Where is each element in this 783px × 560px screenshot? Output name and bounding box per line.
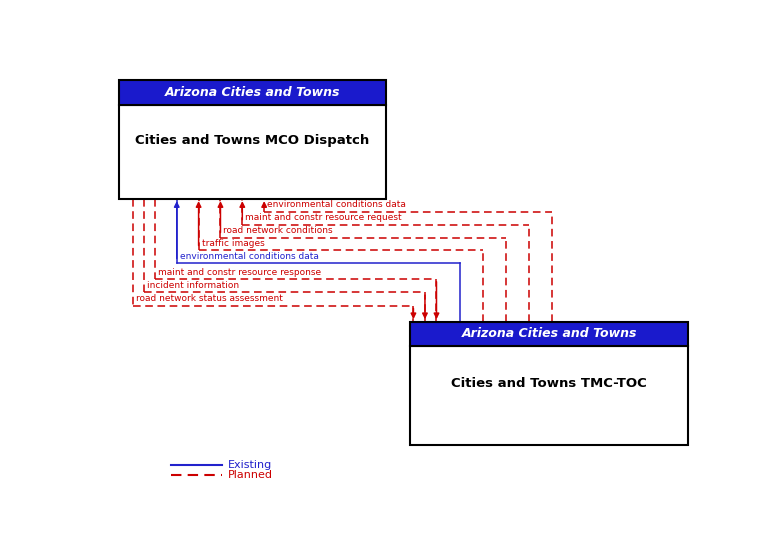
Bar [119,105,386,199]
Text: incident information: incident information [147,281,239,290]
Bar [410,321,688,346]
Text: traffic images: traffic images [202,239,265,248]
Text: Planned: Planned [229,470,273,480]
Text: environmental conditions data: environmental conditions data [180,252,319,261]
Text: Cities and Towns TMC-TOC: Cities and Towns TMC-TOC [452,377,648,390]
Text: Arizona Cities and Towns: Arizona Cities and Towns [462,328,637,340]
Text: maint and constr resource request: maint and constr resource request [245,213,402,222]
Text: maint and constr resource response: maint and constr resource response [158,268,321,277]
Text: Arizona Cities and Towns: Arizona Cities and Towns [165,86,341,99]
Text: road network conditions: road network conditions [223,226,333,235]
Text: Cities and Towns MCO Dispatch: Cities and Towns MCO Dispatch [135,134,370,147]
Text: Existing: Existing [229,460,272,470]
Text: environmental conditions data: environmental conditions data [267,200,406,209]
Bar [410,346,688,445]
Bar [119,80,386,105]
Text: road network status assessment: road network status assessment [136,295,283,304]
